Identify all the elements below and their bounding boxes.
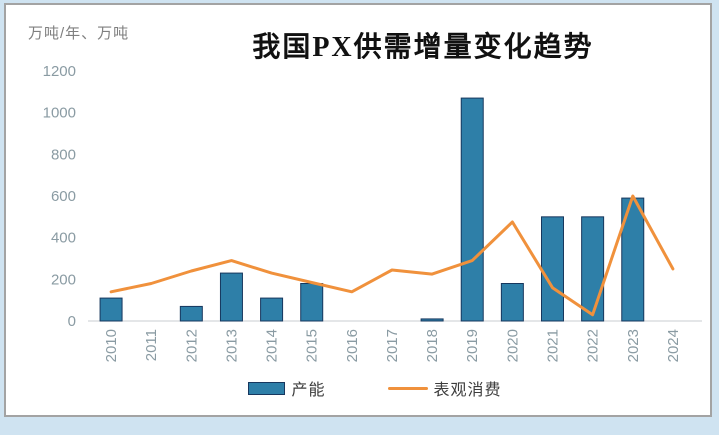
- x-tick-label: 2012: [183, 329, 200, 362]
- x-tick-label: 2010: [103, 329, 120, 362]
- chart-frame: 万吨/年、万吨 我国PX供需增量变化趋势 0 200 400 600 800 1000 12…: [4, 3, 712, 417]
- x-tick-label: 2020: [504, 329, 521, 362]
- bar-2010: [99, 297, 123, 322]
- x-tick-label: 2011: [143, 329, 160, 361]
- bar-2012: [179, 305, 203, 322]
- bar-2013: [219, 272, 243, 322]
- x-tick-label: 2014: [264, 329, 281, 362]
- chart-canvas: 0 200 400 600 800 1000 1200 2010 2011 2012 2013 201…: [43, 63, 702, 362]
- bar-2021: [540, 216, 564, 322]
- y-tick-label: 600: [51, 188, 76, 205]
- x-tick-label: 2024: [665, 329, 682, 362]
- x-tick-label: 2018: [424, 329, 441, 362]
- bar-2019: [460, 97, 484, 322]
- legend: 产能 表观消费: [40, 376, 710, 400]
- bar-2018: [420, 318, 444, 322]
- legend-label-capacity: 产能: [291, 382, 326, 399]
- x-tick-label: 2016: [344, 329, 361, 362]
- x-tick-label: 2021: [544, 329, 561, 362]
- x-tick-label: 2013: [223, 329, 240, 362]
- chart-title: 我国PX供需增量变化趋势: [252, 32, 594, 63]
- bar-2015: [300, 283, 324, 322]
- y-tick-label: 400: [51, 230, 76, 247]
- legend-line-swatch: [387, 386, 428, 390]
- x-tick-label: 2022: [585, 329, 602, 362]
- x-tick-label: 2015: [304, 329, 321, 362]
- legend-bar-swatch: [248, 381, 286, 395]
- x-tick-label: 2017: [384, 329, 401, 362]
- y-tick-label: 1000: [43, 105, 76, 122]
- y-axis-unit-label: 万吨/年、万吨: [28, 25, 130, 42]
- x-tick-label: 2023: [625, 329, 642, 362]
- y-tick-label: 1200: [43, 63, 76, 80]
- y-tick-label: 0: [68, 313, 76, 330]
- legend-label-consumption: 表观消费: [433, 382, 502, 399]
- x-tick-label: 2019: [464, 329, 481, 362]
- bar-2022: [581, 216, 605, 322]
- y-tick-label: 800: [51, 146, 76, 163]
- y-tick-label: 200: [51, 271, 76, 288]
- legend-item-consumption: 表观消费: [387, 376, 502, 400]
- bar-2020: [500, 283, 524, 322]
- bar-2014: [260, 297, 284, 322]
- consumption-line: [109, 194, 675, 317]
- legend-item-capacity: 产能: [248, 376, 325, 400]
